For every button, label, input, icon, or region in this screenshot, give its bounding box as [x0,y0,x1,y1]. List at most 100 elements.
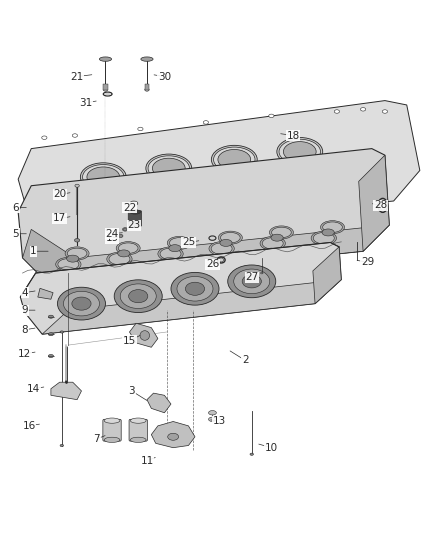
Polygon shape [49,225,389,284]
Polygon shape [359,155,389,251]
Ellipse shape [321,221,345,234]
Text: 20: 20 [53,189,66,199]
Text: 17: 17 [53,214,66,223]
Ellipse shape [208,410,216,415]
Ellipse shape [277,138,323,166]
Ellipse shape [242,275,261,288]
Ellipse shape [170,238,189,248]
Ellipse shape [212,146,257,174]
Text: 29: 29 [361,257,374,267]
Ellipse shape [81,163,126,191]
Ellipse shape [82,165,124,189]
Ellipse shape [328,162,333,166]
Ellipse shape [124,228,127,230]
Ellipse shape [48,315,53,318]
Ellipse shape [167,236,191,249]
Polygon shape [42,280,341,334]
Ellipse shape [160,248,181,260]
Text: 5: 5 [13,229,19,239]
Ellipse shape [367,158,372,161]
Text: 31: 31 [79,98,92,108]
Ellipse shape [228,265,276,298]
Ellipse shape [250,453,254,455]
Ellipse shape [140,330,150,340]
Ellipse shape [262,171,268,174]
Ellipse shape [219,231,242,244]
Text: 6: 6 [13,203,19,213]
Polygon shape [18,101,420,236]
Ellipse shape [168,433,179,440]
Polygon shape [147,393,171,413]
Ellipse shape [72,297,91,310]
Ellipse shape [118,250,130,257]
Polygon shape [22,229,75,284]
Ellipse shape [158,247,183,261]
Ellipse shape [269,114,274,118]
Ellipse shape [218,149,251,169]
Text: 12: 12 [18,349,32,359]
Text: 8: 8 [21,325,28,335]
Text: 4: 4 [21,288,28,298]
Ellipse shape [262,238,283,249]
Polygon shape [130,323,158,348]
Ellipse shape [261,272,263,274]
Ellipse shape [141,57,153,61]
Ellipse shape [134,188,139,192]
Ellipse shape [105,93,111,95]
Ellipse shape [64,292,99,316]
Ellipse shape [56,257,81,271]
Ellipse shape [131,437,146,442]
FancyBboxPatch shape [129,419,148,441]
Polygon shape [313,247,341,304]
Ellipse shape [123,228,128,231]
Ellipse shape [57,287,106,320]
Text: 11: 11 [140,456,154,466]
Ellipse shape [60,331,64,333]
Ellipse shape [42,201,47,205]
Text: 24: 24 [106,229,119,239]
Ellipse shape [382,110,388,113]
Ellipse shape [118,243,138,253]
Ellipse shape [185,282,205,295]
Ellipse shape [75,184,79,187]
Ellipse shape [313,232,334,244]
Text: 19: 19 [106,233,119,243]
Text: 10: 10 [265,443,278,453]
Ellipse shape [67,248,87,259]
Text: 14: 14 [27,384,40,394]
Ellipse shape [109,253,130,265]
Text: 30: 30 [158,71,171,82]
Ellipse shape [58,259,79,270]
Ellipse shape [114,280,162,312]
Ellipse shape [146,154,192,182]
Ellipse shape [169,245,181,252]
Ellipse shape [120,284,156,309]
Ellipse shape [116,241,140,255]
Ellipse shape [260,236,286,251]
Ellipse shape [145,88,149,91]
Ellipse shape [323,222,343,232]
Ellipse shape [177,277,213,301]
Text: 2: 2 [242,356,248,365]
Ellipse shape [203,120,208,124]
Ellipse shape [104,418,120,423]
Ellipse shape [272,227,291,238]
FancyBboxPatch shape [103,419,121,441]
Ellipse shape [99,57,112,61]
Ellipse shape [48,354,53,358]
Ellipse shape [87,167,120,187]
Polygon shape [151,422,195,448]
Ellipse shape [380,200,386,210]
Ellipse shape [104,437,120,442]
Polygon shape [51,382,81,400]
Text: 22: 22 [123,203,136,213]
Ellipse shape [42,136,47,140]
Ellipse shape [130,210,141,214]
Ellipse shape [322,229,334,236]
Ellipse shape [209,241,234,256]
Ellipse shape [48,333,53,336]
Ellipse shape [59,210,64,214]
Ellipse shape [197,180,202,183]
Ellipse shape [360,108,366,111]
Ellipse shape [208,417,216,422]
